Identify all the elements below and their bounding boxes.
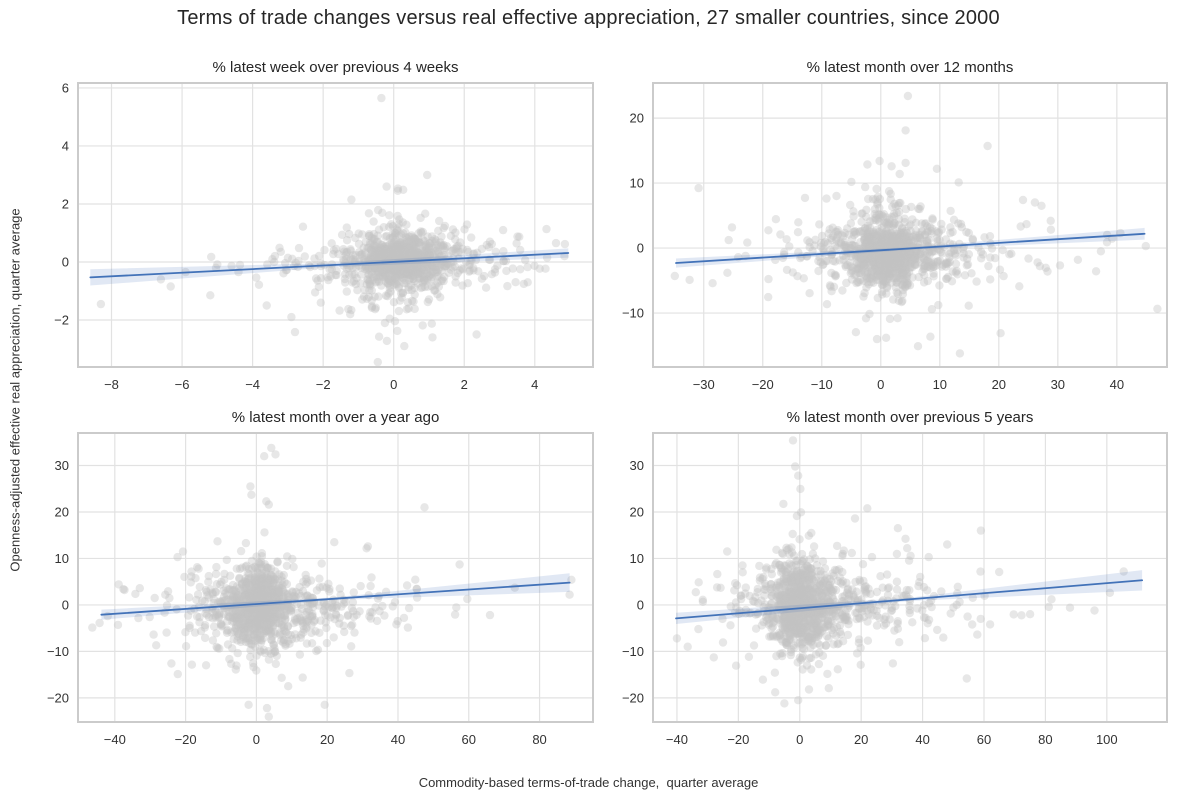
plot-spines [77,82,594,368]
subplot-title-week-over-4-weeks: % latest week over previous 4 weeks [212,59,459,76]
svg-text:−20: −20 [727,732,749,747]
svg-text:−2: −2 [54,313,69,328]
svg-text:60: 60 [977,732,991,747]
svg-text:30: 30 [55,458,69,473]
svg-text:4: 4 [531,377,538,392]
svg-text:4: 4 [62,138,69,153]
scatter-points [96,93,570,367]
regression-line [675,232,1146,264]
subplot-title-month-over-5-years: % latest month over previous 5 years [786,409,1034,426]
tick-labels: −40 −20 0 20 40 60 80 100 −20 −10 0 10 20 30 [622,458,1118,747]
subplot-0: −8 −6 −4 −2 0 2 4 −2 0 2 4 6 [54,80,594,392]
svg-text:80: 80 [1038,732,1052,747]
svg-text:10: 10 [630,551,644,566]
regression-line [100,581,571,616]
svg-text:−4: −4 [245,377,260,392]
svg-text:0: 0 [796,732,803,747]
plot-spines [652,432,1168,723]
svg-text:−20: −20 [175,732,197,747]
svg-text:40: 40 [391,732,405,747]
figure-title: Terms of trade changes versus real effec… [177,7,1000,29]
tick-labels: −30 −20 −10 0 10 20 30 40 −10 0 10 20 [622,111,1124,392]
svg-text:20: 20 [55,504,69,519]
svg-text:10: 10 [55,551,69,566]
plot-background [653,83,1167,367]
svg-text:30: 30 [1051,377,1065,392]
svg-text:30: 30 [630,458,644,473]
svg-text:20: 20 [992,377,1006,392]
svg-text:−20: −20 [752,377,774,392]
svg-text:10: 10 [630,176,644,191]
subplot-3: −40 −20 0 20 40 60 80 100 −20 −10 0 10 20 30 [622,432,1168,747]
svg-text:20: 20 [854,732,868,747]
svg-text:0: 0 [253,732,260,747]
subplot-title-month-over-year-ago: % latest month over a year ago [231,409,440,426]
tick-labels: −8 −6 −4 −2 0 2 4 −2 0 2 4 6 [54,80,538,392]
gridlines [78,433,593,722]
svg-text:20: 20 [630,504,644,519]
svg-text:−8: −8 [104,377,119,392]
regression-line [675,579,1144,620]
svg-text:0: 0 [62,597,69,612]
svg-text:40: 40 [1110,377,1124,392]
svg-text:−2: −2 [316,377,331,392]
svg-text:20: 20 [320,732,334,747]
svg-text:10: 10 [933,377,947,392]
svg-text:−40: −40 [666,732,688,747]
svg-text:−10: −10 [811,377,833,392]
x-axis-label: Commodity-based terms-of-trade change, q… [418,775,759,790]
svg-text:40: 40 [915,732,929,747]
svg-text:−30: −30 [693,377,715,392]
confidence-band [676,570,1143,624]
svg-text:20: 20 [630,111,644,126]
tick-labels: −40 −20 0 20 40 60 80 −20 −10 0 10 20 30 [47,458,547,747]
svg-text:−6: −6 [175,377,190,392]
svg-text:−10: −10 [622,644,644,659]
svg-text:0: 0 [877,377,884,392]
svg-text:−10: −10 [47,644,69,659]
svg-text:0: 0 [62,254,69,269]
scatter-points [88,443,576,721]
svg-text:80: 80 [532,732,546,747]
confidence-band [90,248,569,286]
scatter-points [672,436,1128,708]
subplot-title-month-over-12-months: % latest month over 12 months [806,59,1014,76]
svg-text:100: 100 [1096,732,1118,747]
plot-background [78,433,593,722]
svg-text:0: 0 [637,597,644,612]
subplot-2: −40 −20 0 20 40 60 80 −20 −10 0 10 20 30 [47,432,594,747]
svg-text:0: 0 [637,241,644,256]
svg-text:−40: −40 [104,732,126,747]
regression-line [89,252,570,279]
gridlines [78,83,593,367]
confidence-band [101,573,570,620]
gridlines [653,433,1167,722]
subplot-1: −30 −20 −10 0 10 20 30 40 −10 0 10 20 [622,82,1168,392]
svg-text:−10: −10 [622,306,644,321]
svg-text:2: 2 [461,377,468,392]
svg-text:2: 2 [62,196,69,211]
plot-spines [652,82,1168,368]
svg-text:60: 60 [462,732,476,747]
svg-text:−20: −20 [622,690,644,705]
scatter-points [670,91,1162,358]
svg-text:6: 6 [62,80,69,95]
plot-spines [77,432,594,723]
svg-text:−20: −20 [47,690,69,705]
y-axis-label: Openness-adjusted effective real appreci… [7,208,23,572]
svg-text:0: 0 [390,377,397,392]
plot-background [78,83,593,367]
